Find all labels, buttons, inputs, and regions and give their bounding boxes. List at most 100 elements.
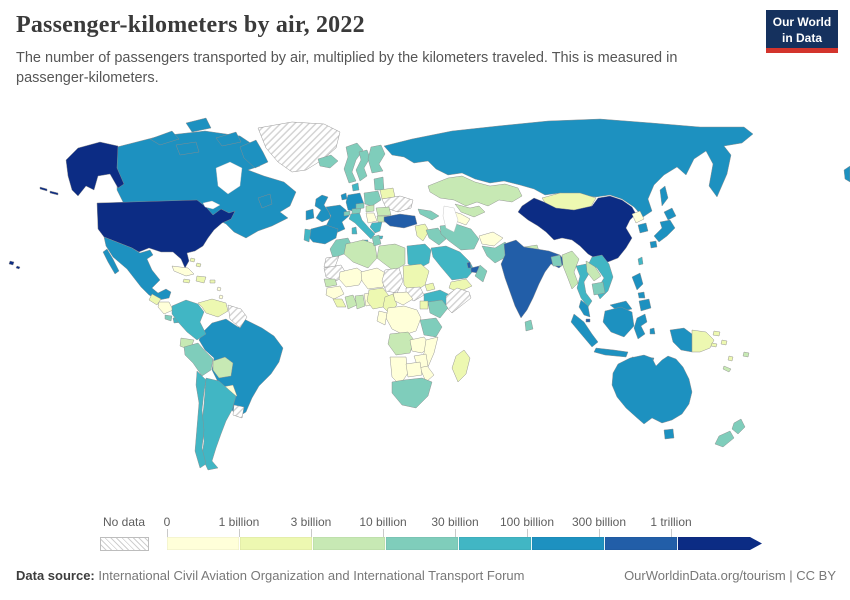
country-costa-rica[interactable] <box>164 314 173 322</box>
country-madagascar[interactable] <box>451 349 471 383</box>
country-sri-lanka[interactable] <box>524 319 534 332</box>
country-chad[interactable] <box>381 267 404 294</box>
country-japan-honshu[interactable] <box>653 219 676 243</box>
country-tanzania[interactable] <box>419 317 443 338</box>
country-france[interactable] <box>325 204 350 234</box>
country-japan-kyushu[interactable] <box>649 240 658 249</box>
country-north-korea[interactable] <box>631 210 645 224</box>
country-indonesia-java[interactable] <box>593 347 629 358</box>
country-switzerland[interactable] <box>343 210 351 217</box>
country-syria-levant[interactable] <box>414 223 430 242</box>
country-hispaniola[interactable] <box>195 275 207 284</box>
country-ghana[interactable] <box>354 294 366 310</box>
country-canada-newfoundland[interactable] <box>257 193 273 209</box>
country-denmark[interactable] <box>351 182 360 192</box>
country-indonesia-sumatra[interactable] <box>570 313 599 348</box>
country-papua-new-guinea[interactable] <box>691 329 715 353</box>
country-oman[interactable] <box>474 264 488 283</box>
country-png-island2[interactable] <box>720 339 728 346</box>
country-singapore[interactable] <box>585 318 591 323</box>
legend-bin-2[interactable] <box>240 537 313 550</box>
country-algeria[interactable] <box>343 239 378 269</box>
country-canada-victoria[interactable] <box>175 141 200 156</box>
country-venezuela[interactable] <box>197 298 229 318</box>
country-vanuatu[interactable] <box>727 355 734 362</box>
country-balkans[interactable] <box>365 212 378 224</box>
country-new-caledonia[interactable] <box>722 365 732 373</box>
country-senegal[interactable] <box>323 278 338 288</box>
country-canada-arctic1[interactable] <box>149 130 180 146</box>
country-myanmar[interactable] <box>561 250 580 290</box>
country-indonesia-kalimantan[interactable] <box>602 306 635 338</box>
legend-bin-3[interactable] <box>313 537 386 550</box>
country-eritrea[interactable] <box>424 282 436 292</box>
country-mexico[interactable] <box>103 236 172 301</box>
country-guinea[interactable] <box>325 285 345 300</box>
country-finland[interactable] <box>367 144 386 174</box>
country-png-island1[interactable] <box>712 330 721 337</box>
country-drc[interactable] <box>385 305 422 336</box>
country-chile[interactable] <box>194 370 207 469</box>
country-india[interactable] <box>500 239 567 319</box>
country-botswana[interactable] <box>405 361 423 378</box>
country-ireland[interactable] <box>305 208 315 221</box>
country-south-africa[interactable] <box>391 377 433 409</box>
country-angola[interactable] <box>387 331 415 356</box>
country-canada-baffin[interactable] <box>239 139 269 169</box>
country-argentina[interactable] <box>201 377 237 471</box>
country-puerto-rico[interactable] <box>209 279 216 284</box>
country-china[interactable] <box>517 195 637 263</box>
country-uganda[interactable] <box>419 300 429 310</box>
country-sierra-leone[interactable] <box>332 298 347 308</box>
country-iran[interactable] <box>439 223 480 251</box>
country-poland[interactable] <box>363 190 382 207</box>
legend-bin-5[interactable] <box>459 537 532 550</box>
country-mexico-baja[interactable] <box>102 248 120 275</box>
legend-bin-8[interactable] <box>678 537 762 550</box>
country-guatemala[interactable] <box>148 293 162 306</box>
country-russia-chukotka[interactable] <box>843 165 850 183</box>
country-congo-gabon[interactable] <box>376 310 388 326</box>
country-new-zealand-north[interactable] <box>731 418 746 435</box>
country-indonesia-west-papua[interactable] <box>669 327 693 353</box>
country-portugal[interactable] <box>303 228 312 243</box>
country-indonesia-sulawesi[interactable] <box>633 313 648 340</box>
country-peru[interactable] <box>183 342 214 377</box>
country-honduras-nicaragua[interactable] <box>157 301 174 315</box>
country-romania[interactable] <box>375 206 392 217</box>
country-iceland[interactable] <box>317 154 339 169</box>
owid-logo[interactable]: Our World in Data <box>766 10 838 54</box>
country-usa-aleutians2[interactable] <box>39 186 48 192</box>
country-lesser-antilles2[interactable] <box>218 294 224 300</box>
country-australia-tasmania[interactable] <box>663 428 675 440</box>
country-japan-hokkaido[interactable] <box>663 207 677 221</box>
country-central-african-republic[interactable] <box>392 291 414 306</box>
country-philippines-mindanao[interactable] <box>638 298 652 312</box>
country-sweden[interactable] <box>355 149 371 182</box>
legend-bin-7[interactable] <box>605 537 678 550</box>
country-western-sahara[interactable] <box>323 255 340 268</box>
country-solomon-islands[interactable] <box>710 342 718 348</box>
country-bolivia[interactable] <box>212 356 234 379</box>
country-united-states[interactable] <box>96 199 236 269</box>
country-afghanistan[interactable] <box>478 231 504 247</box>
country-usa-aleutians1[interactable] <box>49 190 59 196</box>
country-namibia[interactable] <box>389 356 409 386</box>
country-usa-hawaii1[interactable] <box>8 260 15 266</box>
country-indonesia-moluccas[interactable] <box>649 327 656 335</box>
country-russia-sakhalin[interactable] <box>659 185 669 207</box>
country-australia[interactable] <box>611 354 693 425</box>
country-russia[interactable] <box>383 118 754 218</box>
country-norway[interactable] <box>343 142 364 184</box>
legend-bin-6[interactable] <box>532 537 605 550</box>
country-jamaica[interactable] <box>182 278 191 284</box>
country-italy-sardinia[interactable] <box>351 226 358 235</box>
country-caucasus[interactable] <box>417 208 440 221</box>
country-lesser-antilles1[interactable] <box>216 286 222 292</box>
country-kazakhstan[interactable] <box>427 175 523 207</box>
country-usa-hawaii2[interactable] <box>15 265 21 270</box>
country-baltics[interactable] <box>373 176 385 191</box>
country-yemen[interactable] <box>448 278 473 293</box>
country-mali[interactable] <box>338 267 366 288</box>
country-south-korea[interactable] <box>637 222 649 234</box>
